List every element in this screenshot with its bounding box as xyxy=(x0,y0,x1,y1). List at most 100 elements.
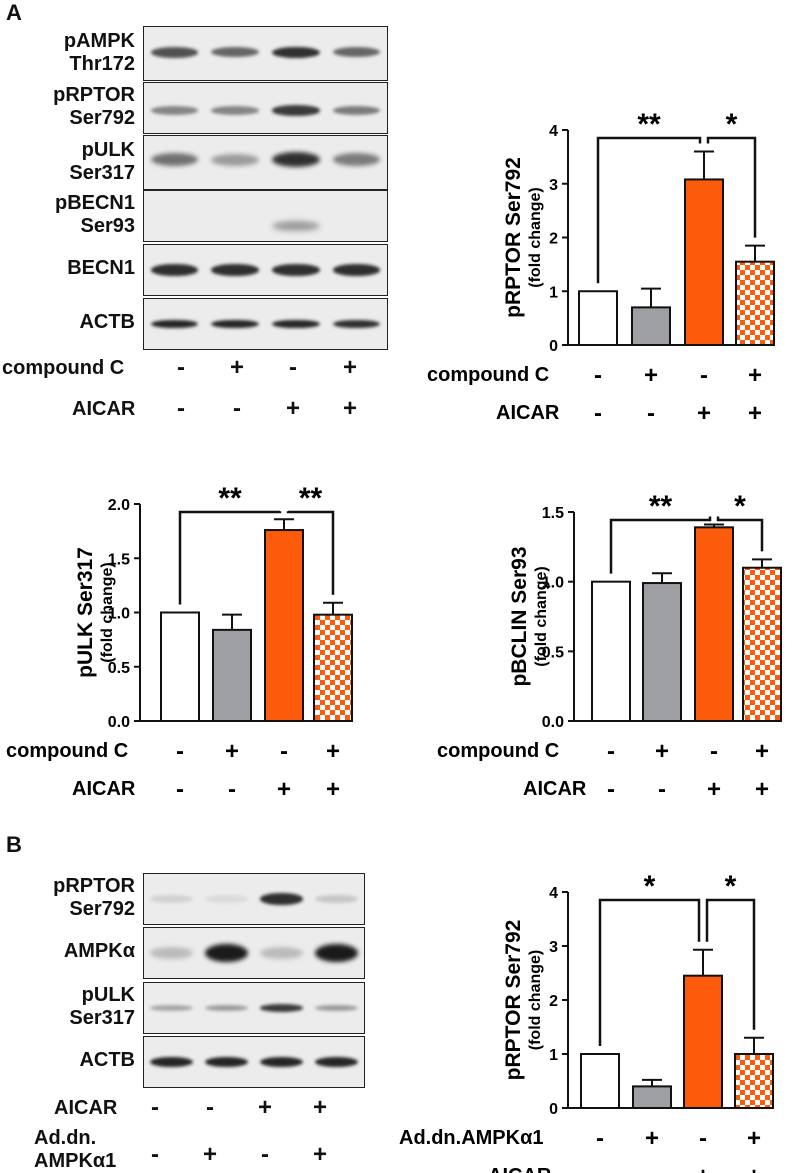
blot-label: pAMPK Thr172 xyxy=(63,29,135,75)
condition-sign: - xyxy=(151,1094,159,1121)
condition-sign: - xyxy=(699,1125,707,1152)
condition-sign: - xyxy=(594,400,602,427)
bar xyxy=(264,529,304,723)
significance-bracket xyxy=(706,136,757,238)
condition-sign: + xyxy=(644,362,658,389)
y-axis-sublabel: (fold change) xyxy=(527,950,544,1050)
blot-label: ACTB xyxy=(79,1049,135,1071)
y-tick-label: 2 xyxy=(549,993,558,1010)
condition-label: AICAR xyxy=(488,1165,552,1173)
condition-sign: + xyxy=(342,395,357,422)
significance-bracket xyxy=(716,516,764,552)
condition-sign: + xyxy=(747,1163,761,1173)
blot-image xyxy=(143,135,388,190)
bar xyxy=(684,178,724,346)
bar xyxy=(694,526,734,723)
condition-sign: + xyxy=(342,354,357,381)
blot-band xyxy=(272,46,320,59)
significance-bracket xyxy=(609,516,712,574)
condition-label: compound C xyxy=(427,364,549,386)
y-axis-sublabel: (fold change) xyxy=(527,187,544,287)
condition-sign: + xyxy=(707,776,721,803)
blot-band xyxy=(150,946,193,960)
y-tick-label: 3 xyxy=(549,177,558,194)
condition-sign: - xyxy=(596,1125,604,1152)
blot-band xyxy=(150,264,199,276)
condition-label: AICAR xyxy=(496,402,560,424)
condition-sign: - xyxy=(647,400,655,427)
y-tick-label: 2 xyxy=(549,231,558,248)
blot-band xyxy=(272,319,320,329)
blot-band xyxy=(272,264,320,276)
blot-band xyxy=(315,1056,358,1068)
significance-label: * xyxy=(644,870,656,903)
y-tick-label: 1 xyxy=(549,1047,558,1064)
blot-band xyxy=(211,264,259,276)
y-axis-label: pULK Ser317 xyxy=(74,547,97,678)
blot-image xyxy=(143,244,388,296)
panel-b-letter: B xyxy=(6,832,22,857)
blot-band xyxy=(332,153,381,167)
bar xyxy=(735,260,775,346)
blot-band xyxy=(150,47,199,58)
condition-sign: + xyxy=(225,738,239,765)
blot-label: pRPTOR Ser792 xyxy=(53,84,135,129)
bar xyxy=(578,290,618,346)
y-tick-label: 0.5 xyxy=(108,660,130,677)
blot-image xyxy=(143,873,365,925)
condition-sign: - xyxy=(648,1163,656,1173)
blot-band xyxy=(205,1056,248,1068)
blot-band xyxy=(332,319,381,329)
condition-sign: - xyxy=(700,362,708,389)
blot-band xyxy=(260,946,303,960)
panel-a-letter: A xyxy=(6,0,22,25)
bar xyxy=(631,306,671,346)
condition-label: AICAR xyxy=(54,1097,118,1119)
blot-band xyxy=(150,319,199,329)
blot-label: BECN1 xyxy=(67,257,135,279)
condition-sign: + xyxy=(312,1141,327,1168)
condition-sign: + xyxy=(655,738,669,765)
y-tick-label: 1 xyxy=(549,284,558,301)
bar xyxy=(642,582,682,722)
significance-label: * xyxy=(725,870,737,903)
significance-label: ** xyxy=(218,482,242,515)
bar xyxy=(591,580,631,722)
condition-sign: + xyxy=(748,400,762,427)
significance-bracket xyxy=(286,510,335,595)
condition-sign: - xyxy=(280,738,288,765)
blot-band xyxy=(211,47,259,58)
condition-sign: + xyxy=(312,1094,327,1121)
y-tick-label: 0.5 xyxy=(542,644,564,661)
blot-image xyxy=(143,190,388,242)
condition-sign: - xyxy=(607,776,615,803)
y-tick-label: 1.5 xyxy=(542,505,564,522)
blot-image xyxy=(143,982,365,1034)
condition-sign: - xyxy=(176,738,184,765)
condition-sign: + xyxy=(326,776,340,803)
bar xyxy=(313,613,353,722)
condition-label: AICAR xyxy=(523,778,587,800)
y-tick-label: 1.5 xyxy=(108,551,130,568)
blot-band xyxy=(205,944,248,962)
y-tick-label: 3 xyxy=(549,939,558,956)
blot-band xyxy=(211,153,259,166)
blot-label: ACTB xyxy=(79,311,135,333)
blot-band xyxy=(205,1005,248,1011)
condition-label: compound C xyxy=(2,357,125,379)
condition-sign: + xyxy=(202,1141,217,1168)
condition-sign: + xyxy=(285,395,300,422)
blot-image xyxy=(143,298,388,350)
blot-image xyxy=(143,927,365,979)
blot-image xyxy=(143,26,388,81)
condition-label: AICAR xyxy=(72,398,136,420)
y-tick-label: 2.0 xyxy=(108,497,130,514)
blot-band xyxy=(260,1004,303,1012)
blot-label: pBECN1 Ser93 xyxy=(54,192,135,237)
blot-band xyxy=(315,944,358,962)
blot-band xyxy=(272,105,320,116)
y-tick-label: 0.0 xyxy=(108,714,130,731)
blot-band xyxy=(150,1005,193,1011)
